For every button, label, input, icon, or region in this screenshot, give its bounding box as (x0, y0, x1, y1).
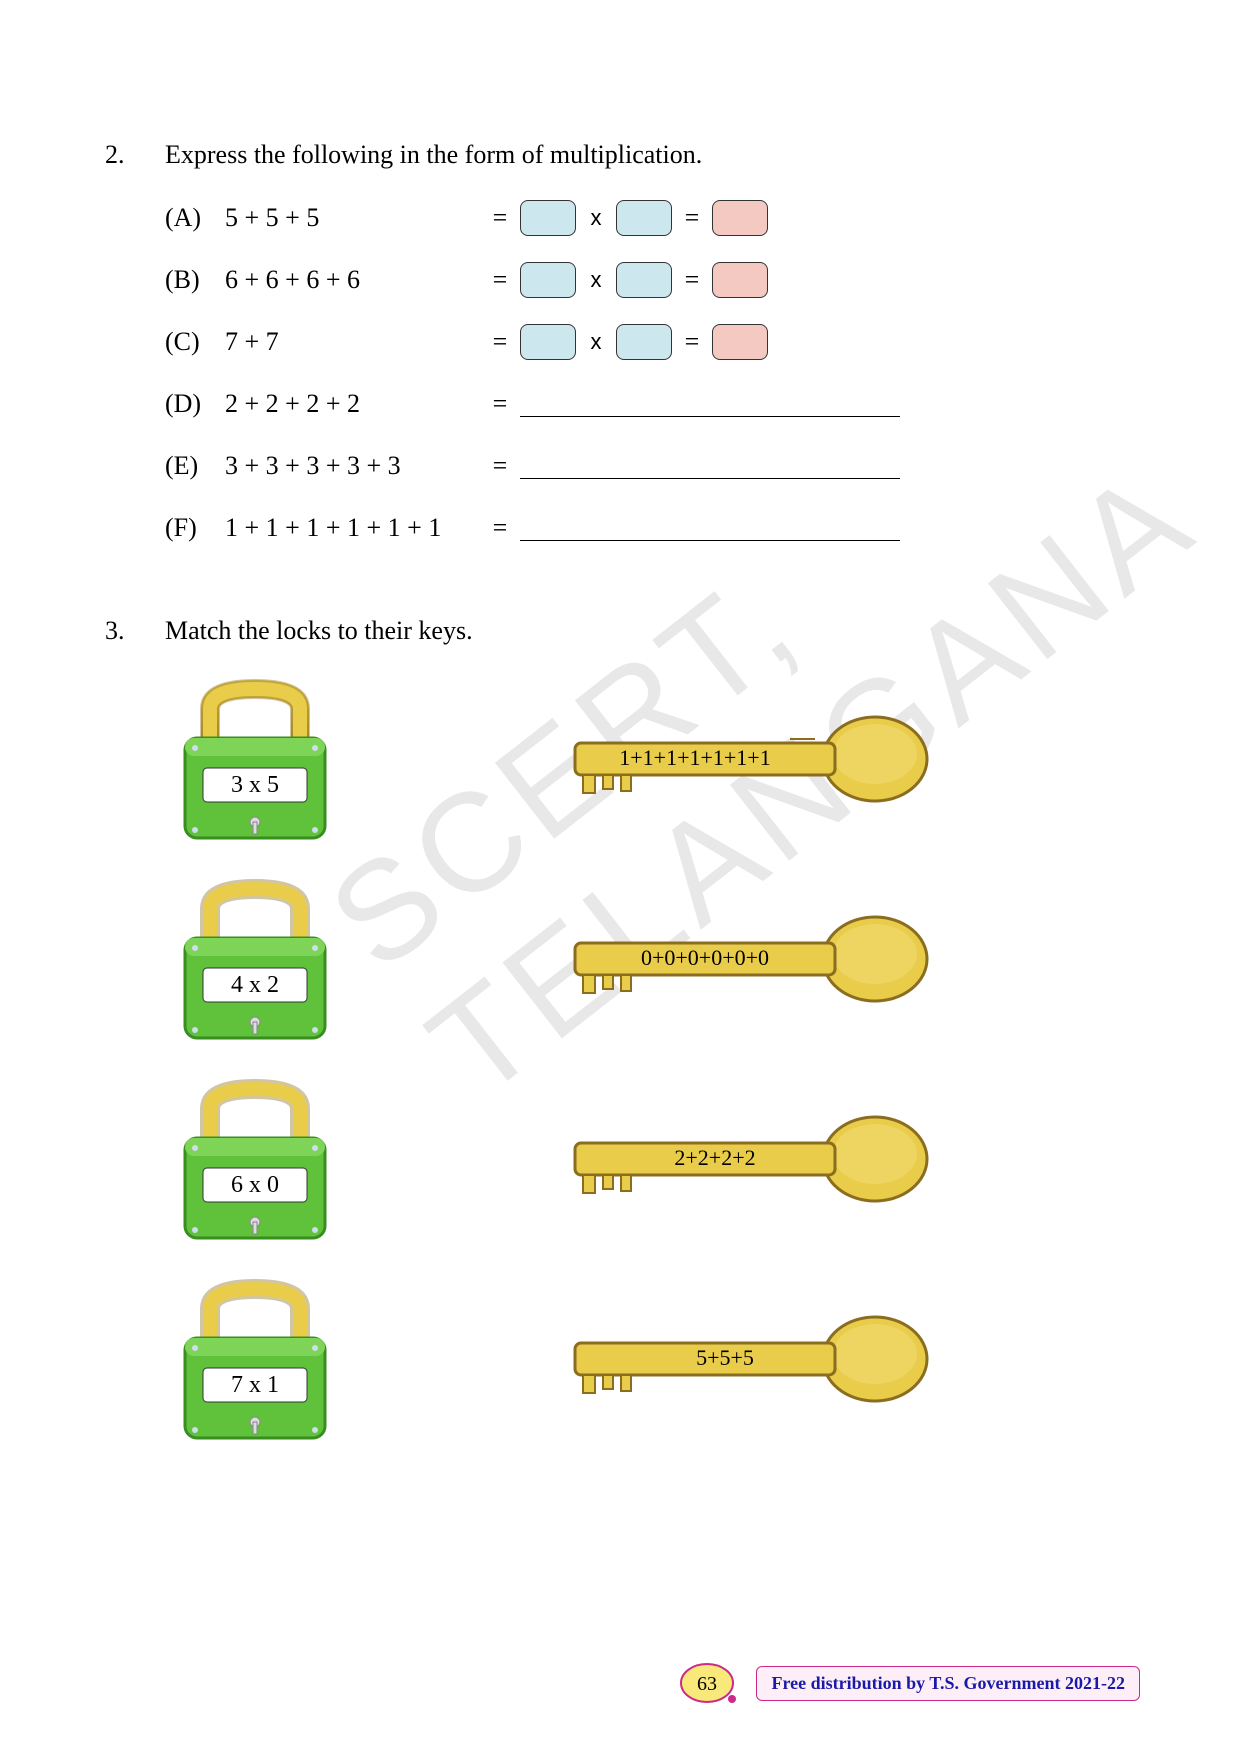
q2-item-e: (E) 3 + 3 + 3 + 3 + 3 = (165, 438, 1135, 494)
q3-text: Match the locks to their keys. (165, 616, 473, 646)
lock-label: 3 x 5 (231, 772, 279, 798)
key-label: 2+2+2+2 (674, 1145, 755, 1170)
question-3: 3. Match the locks to their keys. (105, 616, 1135, 646)
key-icon[interactable]: 0+0+0+0+0+0 (535, 909, 935, 1019)
equals-sign: = (480, 265, 520, 295)
lock-label: 6 x 0 (231, 1172, 279, 1198)
lock-icon[interactable]: 4 x 2 (165, 874, 345, 1054)
lock-icon[interactable]: 6 x 0 (165, 1074, 345, 1254)
answer-box-factor2[interactable] (616, 262, 672, 298)
match-row-3: 6 x 0 (165, 1066, 1135, 1266)
q2-item-a: (A) 5 + 5 + 5 = x = (165, 190, 1135, 246)
equals-sign: = (672, 203, 712, 233)
item-expr: 7 + 7 (225, 327, 480, 357)
equals-sign: = (480, 389, 520, 419)
answer-box-factor1[interactable] (520, 200, 576, 236)
q2-items: (A) 5 + 5 + 5 = x = (B) 6 + 6 + 6 + 6 = … (165, 190, 1135, 556)
equals-sign: = (480, 451, 520, 481)
lock-label: 4 x 2 (231, 972, 279, 998)
q2-number: 2. (105, 140, 165, 170)
answer-box-factor2[interactable] (616, 200, 672, 236)
answer-box-product[interactable] (712, 262, 768, 298)
item-expr: 1 + 1 + 1 + 1 + 1 + 1 (225, 513, 480, 543)
answer-box-product[interactable] (712, 324, 768, 360)
match-area: 3 x 5 (165, 666, 1135, 1466)
equals-sign: = (672, 327, 712, 357)
item-expr: 6 + 6 + 6 + 6 (225, 265, 480, 295)
answer-blank[interactable] (520, 453, 900, 479)
equals-sign: = (480, 513, 520, 543)
multiply-sign: x (576, 329, 616, 355)
q2-text: Express the following in the form of mul… (165, 140, 702, 170)
equals-sign: = (480, 203, 520, 233)
answer-box-factor1[interactable] (520, 324, 576, 360)
distribution-notice: Free distribution by T.S. Government 202… (756, 1666, 1140, 1701)
item-label: (B) (165, 265, 225, 295)
item-expr: 2 + 2 + 2 + 2 (225, 389, 480, 419)
key-icon[interactable]: 2+2+2+2 (535, 1109, 935, 1219)
key-label: 0+0+0+0+0+0 (641, 945, 769, 970)
match-row-4: 7 x 1 (165, 1266, 1135, 1466)
lock-label: 7 x 1 (231, 1372, 279, 1398)
key-icon[interactable]: 5+5+5 (535, 1309, 935, 1419)
q2-item-b: (B) 6 + 6 + 6 + 6 = x = (165, 252, 1135, 308)
key-icon[interactable]: 1+1+1+1+1+1+1 (535, 709, 935, 819)
match-row-1: 3 x 5 (165, 666, 1135, 866)
item-expr: 5 + 5 + 5 (225, 203, 480, 233)
q2-item-f: (F) 1 + 1 + 1 + 1 + 1 + 1 = (165, 500, 1135, 556)
answer-blank[interactable] (520, 391, 900, 417)
item-label: (C) (165, 327, 225, 357)
answer-box-factor1[interactable] (520, 262, 576, 298)
multiply-sign: x (576, 205, 616, 231)
item-label: (A) (165, 203, 225, 233)
key-label: 1+1+1+1+1+1+1 (619, 745, 770, 770)
item-label: (D) (165, 389, 225, 419)
q2-item-d: (D) 2 + 2 + 2 + 2 = (165, 376, 1135, 432)
multiply-sign: x (576, 267, 616, 293)
answer-box-factor2[interactable] (616, 324, 672, 360)
q2-item-c: (C) 7 + 7 = x = (165, 314, 1135, 370)
lock-icon[interactable]: 3 x 5 (165, 674, 345, 854)
item-label: (F) (165, 513, 225, 543)
answer-blank[interactable] (520, 515, 900, 541)
answer-box-product[interactable] (712, 200, 768, 236)
lock-icon[interactable]: 7 x 1 (165, 1274, 345, 1454)
match-row-2: 4 x 2 (165, 866, 1135, 1066)
page-number-badge: 63 (678, 1661, 736, 1705)
key-label: 5+5+5 (696, 1345, 754, 1370)
item-label: (E) (165, 451, 225, 481)
question-2: 2. Express the following in the form of … (105, 140, 1135, 170)
equals-sign: = (672, 265, 712, 295)
q3-number: 3. (105, 616, 165, 646)
page-footer: 63 Free distribution by T.S. Government … (0, 1661, 1240, 1705)
equals-sign: = (480, 327, 520, 357)
item-expr: 3 + 3 + 3 + 3 + 3 (225, 451, 480, 481)
page-number: 63 (697, 1673, 717, 1695)
